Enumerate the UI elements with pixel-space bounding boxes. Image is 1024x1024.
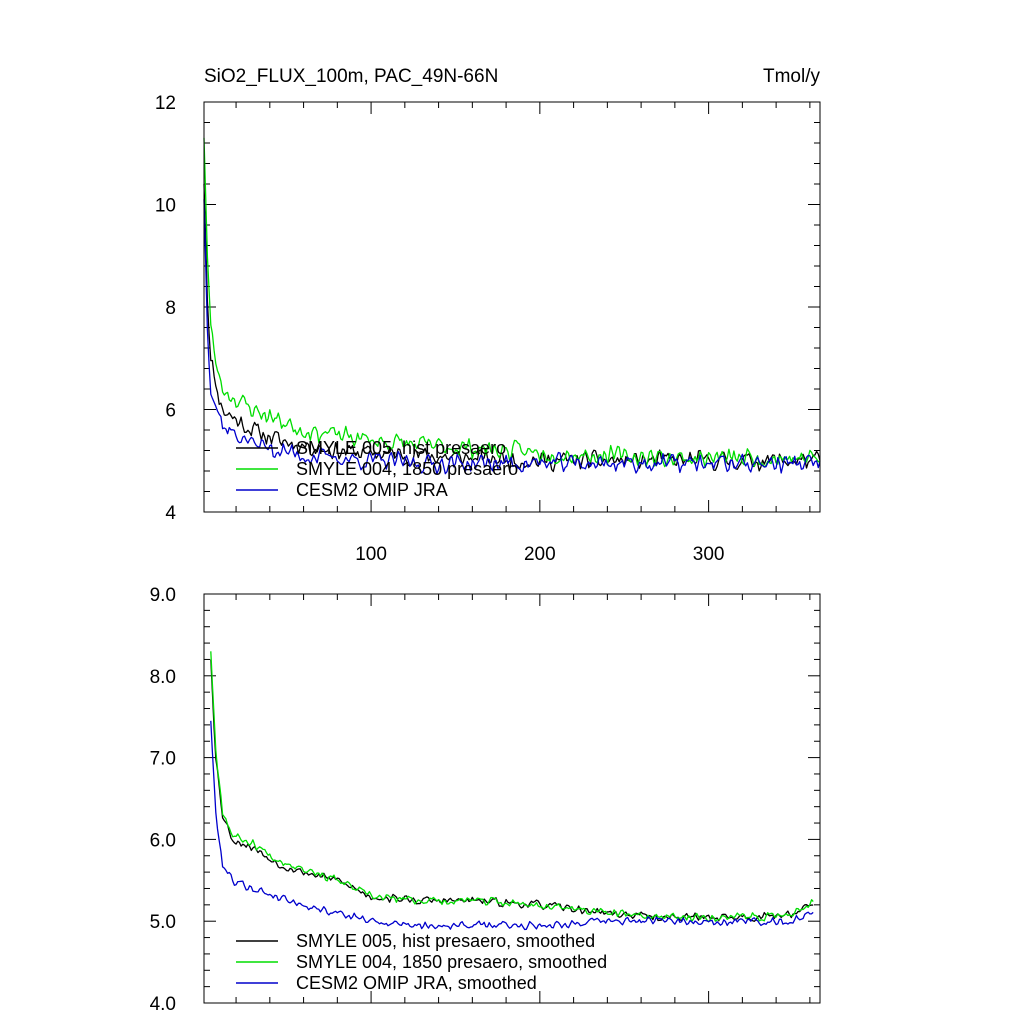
x-tick-label: 100 <box>355 544 387 565</box>
top-panel-title: SiO2_FLUX_100m, PAC_49N-66N <box>204 66 498 87</box>
bottom-panel: 4.0 5.0 6.0 7.0 8.0 9.0 SMYLE 005, hist presa… <box>150 585 821 1015</box>
y-tick-label: 5.0 <box>150 912 176 933</box>
legend-label: SMYLE 005, hist presaero <box>296 438 506 458</box>
top-panel-ticks: 4 6 8 10 12 100 200 300 <box>155 93 820 565</box>
top-panel: SiO2_FLUX_100m, PAC_49N-66N Tmol/y 4 6 8 10… <box>155 66 821 565</box>
y-tick-label: 7.0 <box>150 749 176 770</box>
y-tick-label: 6 <box>165 401 176 422</box>
y-tick-label: 12 <box>155 93 176 114</box>
legend-label: SMYLE 005, hist presaero, smoothed <box>296 931 595 951</box>
legend-label: CESM2 OMIP JRA, smoothed <box>296 973 537 993</box>
series-line-3 <box>210 720 814 931</box>
series-line-3 <box>203 199 821 475</box>
series-line-2 <box>203 137 821 469</box>
bottom-panel-legend: SMYLE 005, hist presaero, smoothedSMYLE … <box>236 931 607 993</box>
series-line-1 <box>203 183 821 473</box>
legend-label: SMYLE 004, 1850 presaero, smoothed <box>296 952 607 972</box>
bottom-panel-frame <box>203 593 821 1004</box>
x-tick-label: 200 <box>524 544 556 565</box>
top-panel-series <box>203 137 821 475</box>
x-tick-label: 300 <box>693 544 725 565</box>
y-tick-label: 10 <box>155 196 176 217</box>
y-tick-label: 8 <box>165 298 176 319</box>
y-tick-label: 6.0 <box>150 830 176 851</box>
y-tick-label: 4.0 <box>150 994 176 1015</box>
y-tick-label: 9.0 <box>150 585 176 606</box>
legend-label: SMYLE 004, 1850 presaero <box>296 459 518 479</box>
top-panel-frame <box>203 101 821 513</box>
series-line-2 <box>210 651 814 923</box>
series-line-1 <box>210 659 814 922</box>
top-panel-units: Tmol/y <box>763 66 821 87</box>
bottom-panel-series <box>210 651 814 931</box>
y-tick-label: 8.0 <box>150 667 176 688</box>
bottom-panel-ticks: 4.0 5.0 6.0 7.0 8.0 9.0 <box>150 585 820 1015</box>
y-tick-label: 4 <box>165 503 176 524</box>
legend-label: CESM2 OMIP JRA <box>296 480 448 500</box>
